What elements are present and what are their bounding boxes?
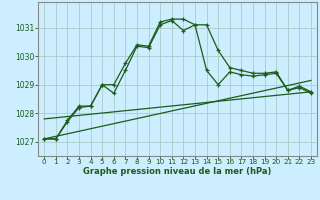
X-axis label: Graphe pression niveau de la mer (hPa): Graphe pression niveau de la mer (hPa) (84, 167, 272, 176)
